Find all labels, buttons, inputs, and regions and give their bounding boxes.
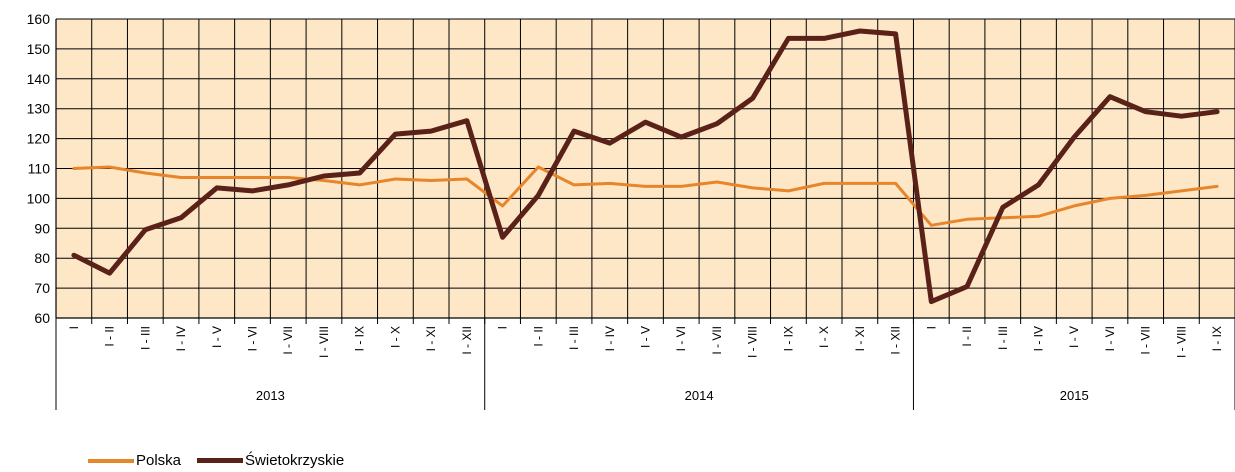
x-category-label: I - VII [710, 326, 724, 355]
series-line-polska [72, 165, 1219, 227]
legend-swatch-polska [88, 458, 134, 463]
legend-label-swietokrzyskie: Świetokrzyskie [245, 452, 345, 469]
legend-swatch-swietokrzyskie [197, 458, 244, 463]
group-label: 2015 [1060, 388, 1089, 403]
x-category-label: I - X [817, 326, 831, 348]
gridlines [55, 18, 1235, 319]
x-category-label: I - III [996, 326, 1010, 350]
x-category-label: I - III [567, 326, 581, 350]
x-category-label: I - IV [1032, 326, 1046, 351]
x-category-label: I - VIII [1174, 326, 1188, 358]
x-category-label: I - IX [353, 326, 367, 351]
x-category-label: I - XII [460, 326, 474, 355]
y-tick-label: 110 [28, 161, 51, 177]
x-category-label: I - IX [1210, 326, 1224, 351]
x-category-label: I - V [639, 326, 653, 348]
y-tick-label: 140 [27, 71, 51, 87]
series-lines [71, 28, 1220, 305]
x-category-label: I - VIII [317, 326, 331, 358]
y-axis: 60 70 80 90 100 110 120 130 140 150 160 [27, 11, 57, 326]
x-category-label: I - XI [424, 326, 438, 351]
y-tick-label: 130 [27, 101, 51, 117]
legend-item-swietokrzyskie: Świetokrzyskie [197, 452, 344, 469]
group-label: 2013 [256, 388, 285, 403]
x-category-label: I [924, 326, 938, 329]
x-category-label: I - XII [889, 326, 903, 355]
x-category-label: I - IV [174, 326, 188, 351]
y-tick-label: 70 [34, 280, 50, 296]
y-tick-label: 160 [27, 11, 51, 27]
x-category-label: I - II [531, 326, 545, 347]
x-category-label: I - VI [246, 326, 260, 351]
x-category-label: I - IX [781, 326, 795, 351]
x-category-label: I [67, 326, 81, 329]
x-category-label: I [496, 326, 510, 329]
y-tick-label: 100 [27, 190, 51, 206]
x-category-label: I - IV [603, 326, 617, 351]
x-category-label: I - II [960, 326, 974, 347]
legend-item-polska: Polska [88, 452, 181, 469]
y-tick-label: 90 [34, 220, 50, 236]
x-category-label: I - VIII [746, 326, 760, 358]
x-category-label: I - VII [1139, 326, 1153, 355]
y-tick-label: 150 [27, 41, 51, 57]
group-label: 2014 [685, 388, 714, 403]
x-category-label: I - VI [674, 326, 688, 351]
series-line-swietokrzyskie [71, 28, 1220, 305]
x-category-label: I - V [210, 326, 224, 348]
y-tick-label: 120 [27, 131, 51, 147]
y-tick-label: 60 [34, 310, 50, 326]
x-category-label: I - II [103, 326, 117, 347]
x-category-label: I - X [388, 326, 402, 348]
y-tick-label: 80 [34, 250, 50, 266]
legend: Polska Świetokrzyskie [88, 452, 360, 469]
x-category-label: I - V [1067, 326, 1081, 348]
x-category-label: I - VI [1103, 326, 1117, 351]
x-category-label: I - III [138, 326, 152, 350]
x-category-label: I - VII [281, 326, 295, 355]
legend-label-polska: Polska [136, 452, 182, 469]
x-category-label: I - XI [853, 326, 867, 351]
